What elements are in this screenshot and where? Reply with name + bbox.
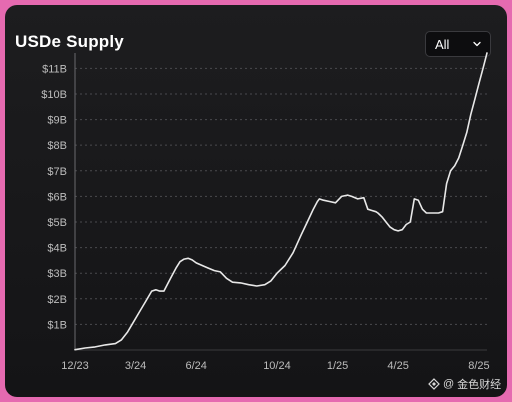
chart-card: USDe Supply All $1B $2B $3B $4B $5B $6B $7B $8B…: [5, 5, 507, 397]
x-tick-label: 10/24: [263, 360, 291, 372]
watermark-at: @: [443, 378, 455, 390]
y-tick-label: $4B: [47, 243, 67, 255]
time-range-dropdown[interactable]: All: [425, 31, 491, 57]
y-tick-label: $8B: [47, 140, 67, 152]
x-tick-label: 12/23: [61, 360, 89, 372]
x-tick-label: 1/25: [327, 360, 348, 372]
y-tick-label: $11B: [42, 63, 67, 75]
chevron-down-icon: [473, 41, 481, 47]
y-tick-label: $3B: [47, 268, 67, 280]
x-tick-label: 4/25: [387, 360, 408, 372]
y-tick-label: $6B: [47, 191, 67, 203]
x-tick-label: 3/24: [125, 360, 146, 372]
watermark: @ 金色财经: [428, 376, 501, 392]
y-tick-label: $5B: [47, 217, 67, 229]
y-tick-label: $9B: [47, 115, 67, 127]
x-tick-label: 6/24: [185, 360, 206, 372]
y-tick-label: $10B: [41, 89, 67, 101]
series-line: [74, 52, 488, 351]
y-tick-label: $2B: [47, 294, 67, 306]
watermark-text: 金色财经: [457, 379, 502, 391]
supply-line-chart: $1B $2B $3B $4B $5B $6B $7B $8B $9B $10B $11B 12/23…: [41, 52, 490, 372]
jinse-logo-icon: [428, 378, 440, 390]
x-tick-label: 8/25: [468, 360, 489, 372]
time-range-value: All: [435, 36, 450, 52]
chart-title: USDe Supply: [15, 32, 124, 51]
y-tick-label: $7B: [47, 166, 67, 178]
y-tick-label: $1B: [47, 319, 67, 331]
